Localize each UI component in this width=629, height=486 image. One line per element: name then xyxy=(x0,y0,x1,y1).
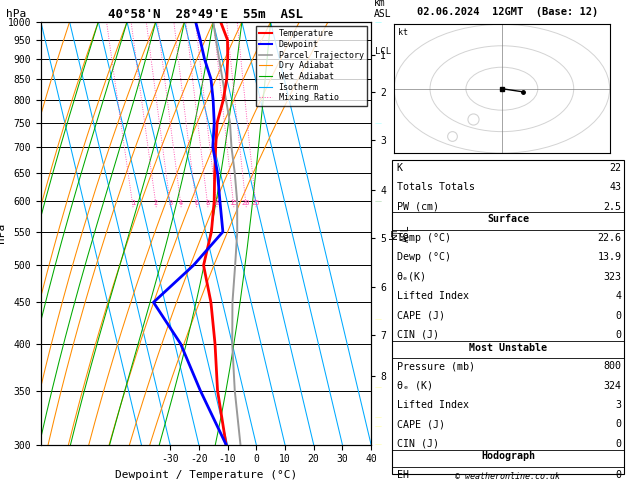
Text: θₑ(K): θₑ(K) xyxy=(396,272,426,282)
Text: —: — xyxy=(374,198,381,204)
Text: LCL: LCL xyxy=(376,47,391,56)
Text: —: — xyxy=(374,316,381,322)
Text: Dewp (°C): Dewp (°C) xyxy=(396,252,450,262)
Text: 0: 0 xyxy=(616,419,621,430)
Text: Most Unstable: Most Unstable xyxy=(469,343,547,353)
Text: 6: 6 xyxy=(194,200,199,206)
Y-axis label: hPa: hPa xyxy=(0,223,6,243)
Text: Surface: Surface xyxy=(487,214,529,225)
Text: Pressure (mb): Pressure (mb) xyxy=(396,361,474,371)
Text: 10: 10 xyxy=(213,200,221,206)
Text: CAPE (J): CAPE (J) xyxy=(396,311,445,321)
Text: 4: 4 xyxy=(179,200,183,206)
Text: 0: 0 xyxy=(616,470,621,480)
Text: 20: 20 xyxy=(242,200,250,206)
Text: km
ASL: km ASL xyxy=(374,0,392,19)
Text: Totals Totals: Totals Totals xyxy=(396,182,474,192)
Text: —: — xyxy=(374,414,381,420)
Text: K: K xyxy=(396,163,403,173)
Text: CAPE (J): CAPE (J) xyxy=(396,419,445,430)
Text: 13.9: 13.9 xyxy=(598,252,621,262)
Text: © weatheronline.co.uk: © weatheronline.co.uk xyxy=(455,472,560,481)
Text: 323: 323 xyxy=(604,272,621,282)
Text: Lifted Index: Lifted Index xyxy=(396,400,469,410)
Text: EH: EH xyxy=(396,470,408,480)
Text: 800: 800 xyxy=(604,361,621,371)
Text: —: — xyxy=(374,424,381,430)
Text: 15: 15 xyxy=(230,200,238,206)
Y-axis label: km
ASL: km ASL xyxy=(389,225,410,242)
Text: kt: kt xyxy=(398,28,408,37)
Bar xyxy=(392,160,624,474)
Text: 2: 2 xyxy=(154,200,159,206)
Text: Hodograph: Hodograph xyxy=(481,451,535,462)
Text: 4: 4 xyxy=(616,291,621,301)
Text: 22: 22 xyxy=(610,163,621,173)
Text: Lifted Index: Lifted Index xyxy=(396,291,469,301)
X-axis label: Dewpoint / Temperature (°C): Dewpoint / Temperature (°C) xyxy=(115,470,297,480)
Text: 2.5: 2.5 xyxy=(604,202,621,212)
Text: 0: 0 xyxy=(616,330,621,340)
Text: —: — xyxy=(374,120,381,126)
Text: 22.6: 22.6 xyxy=(598,233,621,243)
Text: —: — xyxy=(374,19,381,25)
Text: —: — xyxy=(374,442,381,448)
Text: CIN (J): CIN (J) xyxy=(396,330,438,340)
Legend: Temperature, Dewpoint, Parcel Trajectory, Dry Adiabat, Wet Adiabat, Isotherm, Mi: Temperature, Dewpoint, Parcel Trajectory… xyxy=(256,26,367,105)
Text: 43: 43 xyxy=(610,182,621,192)
Text: 3: 3 xyxy=(169,200,172,206)
Text: hPa: hPa xyxy=(6,9,26,19)
Text: 324: 324 xyxy=(604,381,621,391)
Text: 0: 0 xyxy=(616,439,621,449)
Text: 02.06.2024  12GMT  (Base: 12): 02.06.2024 12GMT (Base: 12) xyxy=(417,7,599,17)
Text: 25: 25 xyxy=(252,200,260,206)
Text: θₑ (K): θₑ (K) xyxy=(396,381,433,391)
Text: 0: 0 xyxy=(616,311,621,321)
Text: Temp (°C): Temp (°C) xyxy=(396,233,450,243)
Text: —: — xyxy=(374,384,381,391)
Text: CIN (J): CIN (J) xyxy=(396,439,438,449)
Text: 8: 8 xyxy=(206,200,210,206)
Text: 3: 3 xyxy=(616,400,621,410)
Text: PW (cm): PW (cm) xyxy=(396,202,438,212)
Title: 40°58'N  28°49'E  55m  ASL: 40°58'N 28°49'E 55m ASL xyxy=(108,8,304,21)
Text: 1: 1 xyxy=(131,200,135,206)
